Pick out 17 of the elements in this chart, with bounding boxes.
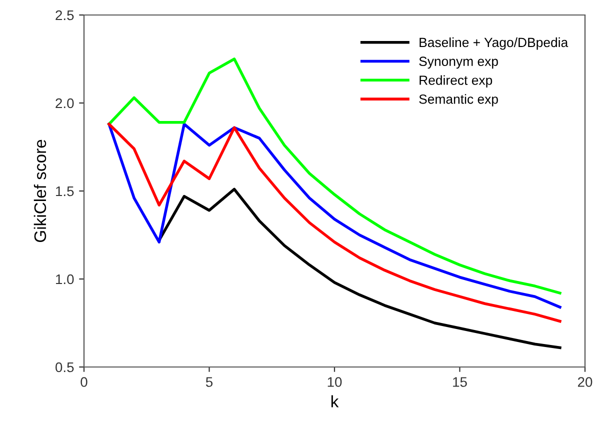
line-series xyxy=(108,58,562,294)
x-tick-label: 5 xyxy=(206,377,213,387)
legend-label: Baseline + Yago/DBpedia xyxy=(420,37,568,50)
legend-label: Synonym exp xyxy=(419,56,498,69)
y-tick-label: 0.5 xyxy=(56,362,74,372)
x-tick-label: 10 xyxy=(328,377,342,387)
legend-label: Redirect exp xyxy=(420,75,492,88)
y-tick-label: 1.0 xyxy=(56,274,74,284)
y-tick-label: 2.5 xyxy=(56,10,74,20)
legend-label: Semantic exp xyxy=(419,94,498,106)
y-tick-label: 1.5 xyxy=(56,186,74,196)
x-tick-label: 20 xyxy=(578,377,592,387)
y-tick-label: 2.0 xyxy=(56,98,74,108)
x-tick-label: 15 xyxy=(453,377,467,387)
y-axis-title: GikiClef score xyxy=(34,140,46,242)
x-axis-title: k xyxy=(331,395,339,408)
x-tick-label: 0 xyxy=(80,377,88,387)
